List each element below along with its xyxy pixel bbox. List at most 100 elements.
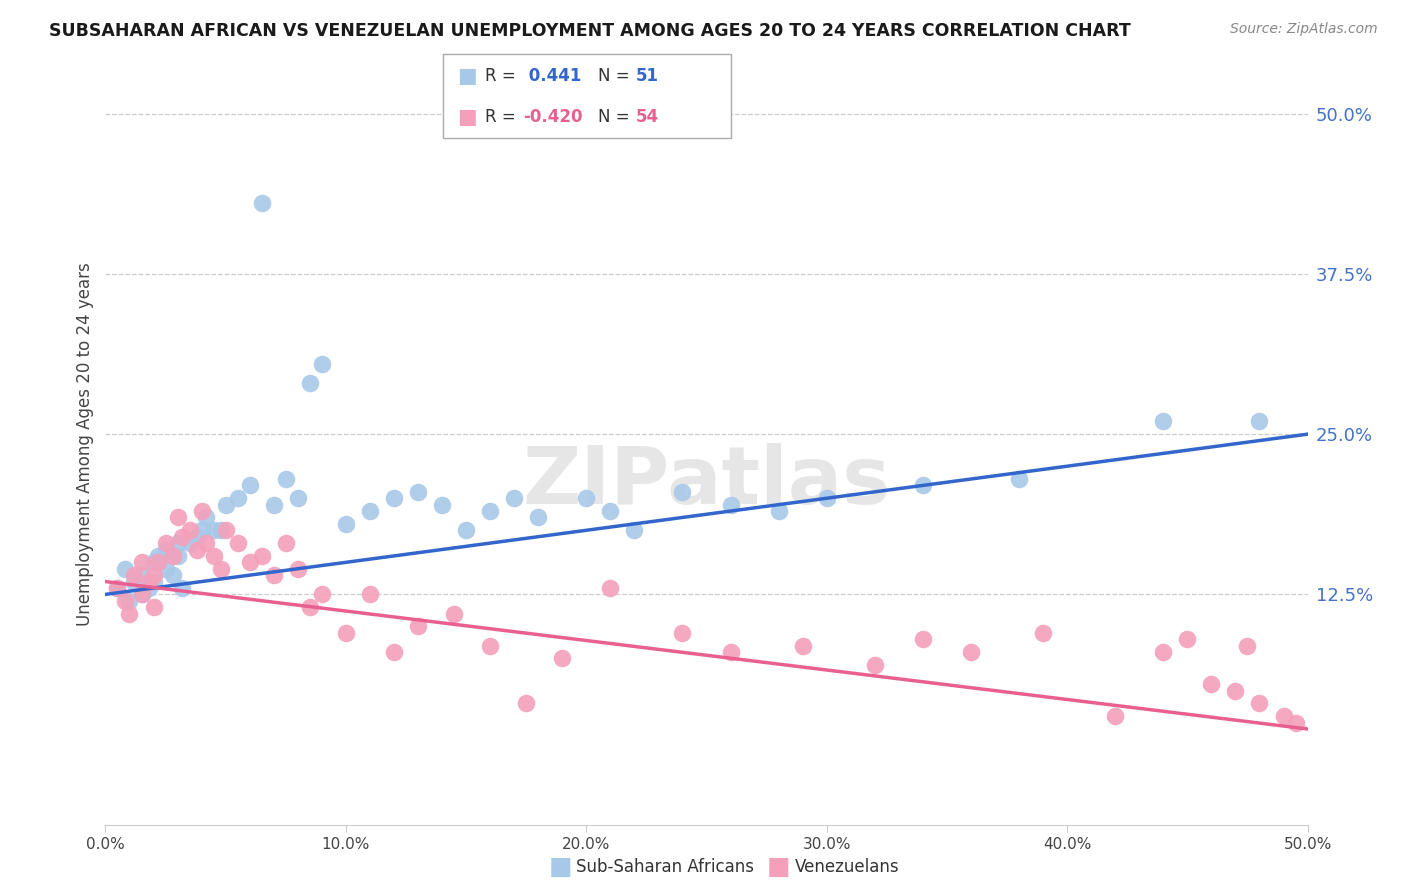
Point <box>250 196 273 211</box>
Text: ■: ■ <box>548 855 572 879</box>
Point <box>671 625 693 640</box>
Point <box>142 574 165 589</box>
Point <box>239 555 262 569</box>
Point <box>142 555 165 569</box>
Point <box>298 376 321 390</box>
Point <box>148 555 170 569</box>
Point <box>815 491 838 506</box>
Point <box>107 581 129 595</box>
Point <box>263 498 285 512</box>
Point <box>1249 696 1271 710</box>
Point <box>131 587 153 601</box>
Point <box>1175 632 1198 647</box>
Point <box>226 491 249 506</box>
Text: 51: 51 <box>636 68 658 86</box>
Point <box>335 625 357 640</box>
Text: ■: ■ <box>457 66 477 87</box>
Text: ■: ■ <box>457 107 477 127</box>
Point <box>911 478 934 492</box>
Point <box>142 600 165 615</box>
Point <box>166 549 188 563</box>
Point <box>155 536 177 550</box>
Point <box>142 568 165 582</box>
Point <box>166 536 188 550</box>
Point <box>287 562 309 576</box>
Y-axis label: Unemployment Among Ages 20 to 24 years: Unemployment Among Ages 20 to 24 years <box>76 262 94 625</box>
Point <box>114 562 136 576</box>
Point <box>274 536 297 550</box>
Point <box>911 632 934 647</box>
Point <box>575 491 598 506</box>
Point <box>792 639 814 653</box>
Point <box>148 549 170 563</box>
Point <box>202 523 225 537</box>
Point <box>274 472 297 486</box>
Point <box>671 484 693 499</box>
Text: ZIPatlas: ZIPatlas <box>523 443 890 521</box>
Point <box>131 568 153 582</box>
Point <box>209 562 232 576</box>
Point <box>263 568 285 582</box>
Text: ■: ■ <box>766 855 790 879</box>
Point <box>172 530 194 544</box>
Text: SUBSAHARAN AFRICAN VS VENEZUELAN UNEMPLOYMENT AMONG AGES 20 TO 24 YEARS CORRELAT: SUBSAHARAN AFRICAN VS VENEZUELAN UNEMPLO… <box>49 22 1130 40</box>
Point <box>118 607 141 621</box>
Point <box>479 639 502 653</box>
Point <box>226 536 249 550</box>
Point <box>1152 414 1174 428</box>
Text: R =: R = <box>485 108 522 126</box>
Point <box>250 549 273 563</box>
Point <box>138 581 160 595</box>
Point <box>406 619 429 633</box>
Point <box>214 523 236 537</box>
Point <box>599 504 621 518</box>
Point <box>1225 683 1247 698</box>
Point <box>179 523 201 537</box>
Point <box>1008 472 1031 486</box>
Point <box>599 581 621 595</box>
Point <box>186 530 208 544</box>
Point <box>190 523 212 537</box>
Point <box>179 536 201 550</box>
Point <box>186 542 208 557</box>
Text: R =: R = <box>485 68 522 86</box>
Point <box>454 523 477 537</box>
Point <box>287 491 309 506</box>
Point <box>382 645 405 659</box>
Point <box>1104 709 1126 723</box>
Point <box>190 504 212 518</box>
Point <box>359 587 381 601</box>
Point <box>768 504 790 518</box>
Point <box>430 498 453 512</box>
Point <box>1032 625 1054 640</box>
Text: N =: N = <box>598 68 634 86</box>
Point <box>118 594 141 608</box>
Point <box>527 510 550 524</box>
Point <box>551 651 574 665</box>
Point <box>503 491 526 506</box>
Point <box>114 594 136 608</box>
Point <box>720 498 742 512</box>
Point <box>1249 414 1271 428</box>
Text: -0.420: -0.420 <box>523 108 582 126</box>
Text: N =: N = <box>598 108 634 126</box>
Point <box>623 523 645 537</box>
Point <box>1201 677 1223 691</box>
Point <box>195 510 218 524</box>
Point <box>1284 715 1306 730</box>
Point <box>214 498 236 512</box>
Point <box>107 581 129 595</box>
Text: Venezuelans: Venezuelans <box>794 858 898 876</box>
Point <box>359 504 381 518</box>
Point <box>479 504 502 518</box>
Point <box>960 645 983 659</box>
Point <box>166 510 188 524</box>
Point <box>155 542 177 557</box>
Point <box>209 523 232 537</box>
Text: 54: 54 <box>636 108 658 126</box>
Point <box>1152 645 1174 659</box>
Point <box>162 568 184 582</box>
Text: Source: ZipAtlas.com: Source: ZipAtlas.com <box>1230 22 1378 37</box>
Point <box>515 696 537 710</box>
Text: 0.441: 0.441 <box>523 68 582 86</box>
